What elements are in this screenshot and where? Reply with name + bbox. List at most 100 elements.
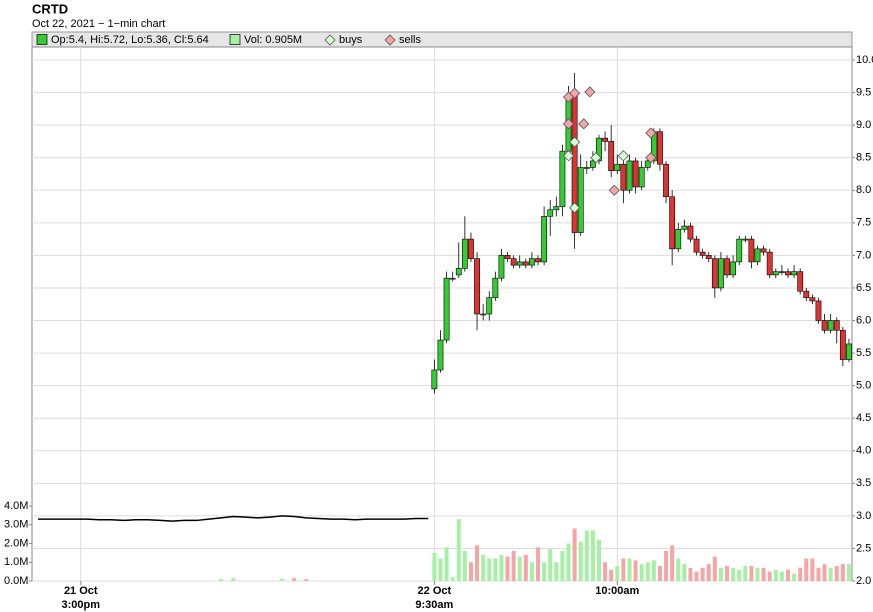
candle-body — [711, 258, 718, 289]
candle-body — [718, 258, 724, 289]
y-tick-label: 8.5 — [856, 152, 871, 164]
candle-body — [760, 248, 767, 253]
candle-body — [480, 313, 487, 316]
volume-bar — [804, 558, 809, 581]
x-tick-label: 3:00pm — [62, 599, 101, 611]
y-tick-label: 3.0 — [856, 510, 871, 522]
candle-body — [516, 261, 523, 266]
volume-bar — [743, 566, 748, 581]
legend-sells: sells — [399, 34, 422, 46]
y-tick-label: 6.0 — [856, 314, 871, 326]
y-tick-label: 4.0 — [856, 445, 871, 457]
volume-bar — [670, 545, 675, 581]
volume-bar — [822, 564, 827, 581]
candle-body — [461, 238, 468, 269]
x-tick-label: 22 Oct — [418, 585, 452, 597]
buy-marker — [590, 152, 602, 164]
volume-bar — [450, 577, 455, 581]
y-tick-label: 6.5 — [856, 282, 871, 294]
candle-body — [791, 271, 797, 276]
candle-body — [827, 320, 834, 331]
candle-body — [778, 271, 785, 273]
volume-bar — [785, 569, 790, 581]
volume-bar — [481, 554, 486, 581]
candle-body — [522, 261, 529, 266]
volume-bar — [578, 541, 583, 581]
volume-bar — [645, 562, 650, 581]
volume-bar — [542, 562, 547, 581]
candle-body — [577, 167, 584, 233]
volume-bar — [779, 571, 784, 581]
candle-body — [474, 258, 480, 315]
volume-bar — [444, 547, 449, 581]
y2-tick-label: 2.0M — [4, 537, 28, 549]
volume-bar — [810, 558, 815, 581]
candle-body — [504, 255, 511, 259]
y-tick-label: 2.5 — [856, 542, 871, 554]
candle-body — [846, 343, 852, 360]
volume-bar — [505, 556, 510, 581]
legend-volume: Vol: 0.905M — [244, 34, 302, 46]
legend-swatch — [229, 34, 241, 45]
candle-body — [486, 297, 493, 315]
y-tick-label: 9.0 — [856, 119, 871, 131]
candle-body — [455, 268, 462, 276]
candle-body — [553, 206, 560, 211]
volume-bar — [572, 528, 577, 581]
volume-bar — [664, 551, 669, 581]
y2-tick-label: 3.0M — [4, 519, 28, 531]
volume-bar — [566, 543, 571, 581]
sell-marker — [562, 118, 575, 130]
volume-bar — [767, 571, 772, 581]
volume-bar — [657, 566, 662, 581]
volume-bar — [682, 564, 687, 581]
volume-bar — [755, 567, 760, 581]
volume-bar — [603, 562, 608, 581]
volume-bar — [517, 556, 522, 581]
volume-bar — [590, 530, 595, 581]
volume-bar — [828, 567, 833, 581]
candle-body — [839, 329, 846, 360]
volume-bar — [846, 564, 851, 581]
y-tick-label: 7.0 — [856, 249, 871, 261]
candle-body — [663, 163, 669, 198]
volume-bar — [627, 558, 632, 581]
candle-body — [468, 238, 474, 259]
volume-bar — [523, 554, 528, 581]
legend-buys: buys — [339, 34, 363, 46]
price-line — [38, 515, 429, 522]
volume-bar — [761, 567, 766, 581]
candle-body — [638, 167, 645, 188]
x-tick-label: 9:30am — [415, 599, 453, 611]
volume-bar — [596, 539, 601, 581]
y-tick-label: 10.0 — [856, 54, 873, 66]
y-tick-label: 5.0 — [856, 380, 871, 392]
volume-bar — [718, 567, 723, 581]
volume-bar — [840, 564, 845, 581]
candle-body — [596, 137, 602, 162]
volume-bar — [438, 558, 443, 581]
candle-body — [608, 141, 615, 172]
candle-body — [687, 225, 694, 240]
volume-bar — [749, 566, 754, 581]
volume-bar — [725, 566, 730, 581]
y2-tick-label: 1.0M — [4, 556, 28, 568]
y-tick-label: 2.0 — [856, 575, 871, 587]
candle-body — [699, 251, 706, 256]
candle-body — [797, 271, 804, 292]
buy-marker — [617, 150, 629, 162]
volume-bar — [615, 566, 620, 581]
volume-bar — [639, 564, 644, 581]
candle-body — [620, 163, 627, 191]
candle-body — [730, 261, 737, 276]
volume-bar — [609, 569, 614, 581]
y2-tick-label: 4.0M — [4, 500, 28, 512]
chart-title: CRTD — [32, 1, 68, 16]
volume-bar — [231, 578, 236, 581]
candle-body — [589, 160, 596, 168]
volume-bar — [536, 547, 541, 581]
volume-bar — [798, 567, 803, 581]
volume-bar — [706, 564, 711, 581]
legend-swatch — [36, 34, 48, 45]
